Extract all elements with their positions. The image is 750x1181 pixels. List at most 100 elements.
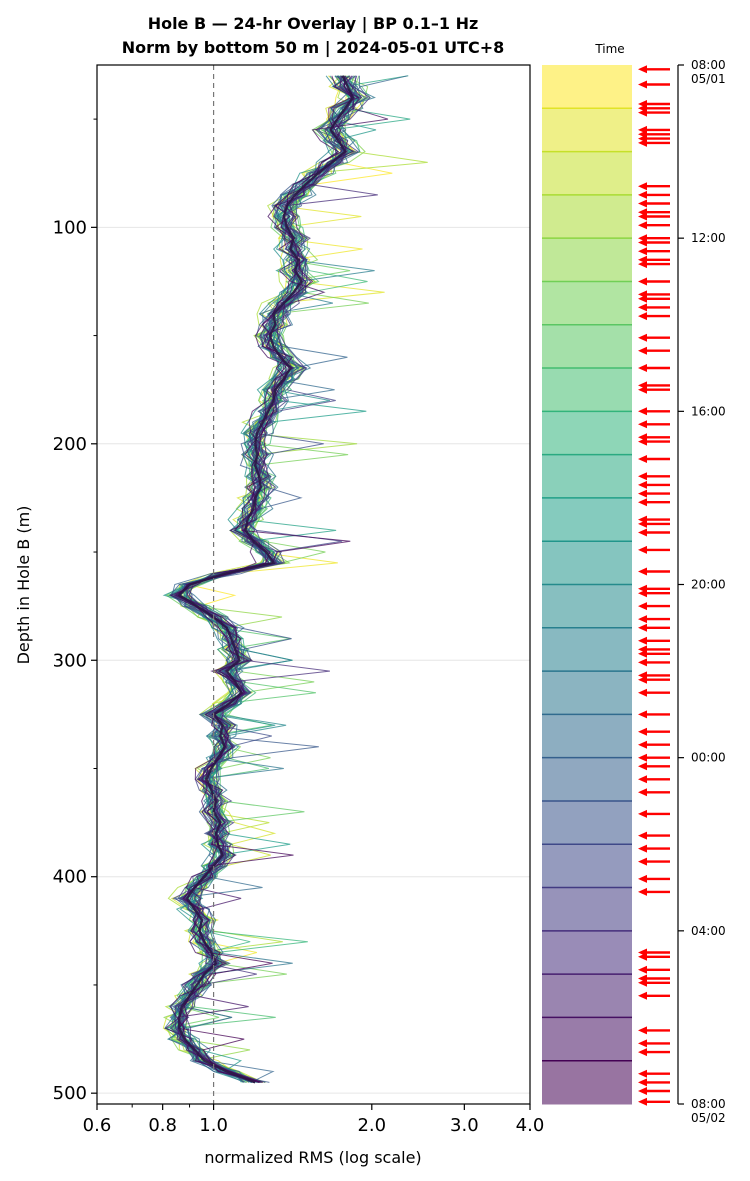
event-arrow-head [638, 1048, 647, 1057]
event-arrow-head [638, 623, 647, 632]
event-arrow-head [638, 420, 647, 429]
colorbar-band [542, 714, 632, 759]
event-arrow-head [638, 710, 647, 719]
event-arrow-head [638, 472, 647, 481]
event-arrow-head [638, 727, 647, 736]
colorbar-band [542, 324, 632, 369]
event-arrow-head [638, 480, 647, 489]
event-arrow-head [638, 965, 647, 974]
event-arrow-head [638, 831, 647, 840]
event-arrow-head [638, 303, 647, 312]
event-arrow-head [638, 1069, 647, 1078]
colorbar-band [542, 281, 632, 326]
colorbar-band [542, 108, 632, 153]
time-tick-label: 08:00 [691, 58, 726, 72]
y-tick-label: 500 [53, 1083, 87, 1104]
event-arrow-head [638, 190, 647, 199]
profile-lines [162, 75, 428, 1084]
event-arrow-head [638, 346, 647, 355]
y-axis-label: Depth in Hole B (m) [14, 506, 33, 665]
event-arrow-head [638, 809, 647, 818]
time-tick-label: 16:00 [691, 404, 726, 418]
event-arrow-head [638, 1078, 647, 1087]
event-arrow-head [638, 567, 647, 576]
event-arrow-head [638, 277, 647, 286]
event-arrow-head [638, 874, 647, 883]
colorbar-band [542, 844, 632, 889]
event-arrow-head [638, 952, 647, 961]
mean-profile-line [177, 75, 355, 1084]
event-arrow-head [638, 688, 647, 697]
grid-lines [97, 226, 530, 1094]
chart-title-line-2: Norm by bottom 50 m | 2024-05-01 UTC+8 [122, 38, 505, 58]
time-tick-label: 08:00 [691, 1097, 726, 1111]
event-arrow-head [638, 636, 647, 645]
x-tick-label: 3.0 [450, 1115, 479, 1136]
event-arrow-head [638, 385, 647, 394]
colorbar-band [542, 194, 632, 239]
x-tick-label: 1.0 [199, 1115, 228, 1136]
colorbar-band [542, 974, 632, 1018]
event-arrow-head [638, 519, 647, 528]
event-arrow-head [638, 437, 647, 446]
y-tick-label: 300 [53, 650, 87, 671]
colorbar-band [542, 65, 632, 109]
event-arrow-head [638, 615, 647, 624]
event-arrow-head [638, 455, 647, 463]
colorbar [542, 65, 632, 1105]
y-tick-label: 100 [53, 217, 87, 238]
event-arrow-head [638, 675, 647, 684]
event-arrow-head [638, 238, 647, 247]
colorbar-band [542, 411, 632, 456]
colorbar-band [542, 1060, 632, 1105]
colorbar-band [542, 238, 632, 282]
y-tick-label: 200 [53, 434, 87, 455]
colorbar-band [542, 151, 632, 196]
event-arrow-head [638, 221, 647, 230]
colorbar-band [542, 800, 632, 845]
colorbar-band [542, 627, 632, 672]
event-arrow-head [638, 602, 647, 611]
event-arrow-head [638, 589, 647, 598]
event-arrow-head [638, 649, 647, 658]
event-arrow-head [638, 333, 647, 342]
colorbar-band [542, 930, 632, 975]
colorbar-band [542, 454, 632, 499]
event-arrow-head [638, 364, 647, 372]
event-arrow-head [638, 844, 647, 853]
colorbar-band [542, 1017, 632, 1062]
colorbar-band [542, 584, 632, 629]
event-arrow-head [638, 740, 647, 749]
event-arrow-head [638, 545, 647, 554]
x-axis: 0.6 0.8 1.0 2.0 3.0 4.0 [83, 1104, 545, 1136]
event-arrow-head [638, 775, 647, 784]
event-arrow-head [638, 199, 647, 208]
event-arrow-head [638, 65, 647, 74]
event-arrow-head [638, 1039, 647, 1048]
event-arrow-head [638, 978, 647, 987]
event-arrow-head [638, 498, 647, 507]
y-tick-label: 400 [53, 867, 87, 888]
event-arrows [638, 65, 670, 1106]
colorbar-band [542, 497, 632, 542]
plot-frame [96, 64, 531, 1105]
event-arrow-head [638, 108, 647, 117]
event-arrow-head [638, 138, 647, 147]
event-arrow-head [638, 407, 647, 416]
time-tick-label: 04:00 [691, 924, 726, 938]
x-tick-label: 4.0 [516, 1115, 545, 1136]
x-tick-label: 0.6 [83, 1115, 112, 1136]
colorbar-axis: 08:0005/0112:0016:0020:0000:0004:0008:00… [677, 58, 726, 1125]
event-arrow-head [638, 1087, 647, 1095]
event-arrow-head [638, 528, 647, 537]
event-arrow-head [638, 753, 647, 762]
event-arrow-head [638, 857, 647, 866]
event-arrow-head [638, 247, 647, 256]
event-arrow-head [638, 658, 647, 667]
time-tick-date: 05/01 [691, 72, 726, 86]
event-arrow-head [638, 788, 647, 797]
x-axis-label: normalized RMS (log scale) [204, 1148, 421, 1167]
event-arrow-head [638, 260, 647, 269]
event-arrow-head [638, 1026, 647, 1035]
